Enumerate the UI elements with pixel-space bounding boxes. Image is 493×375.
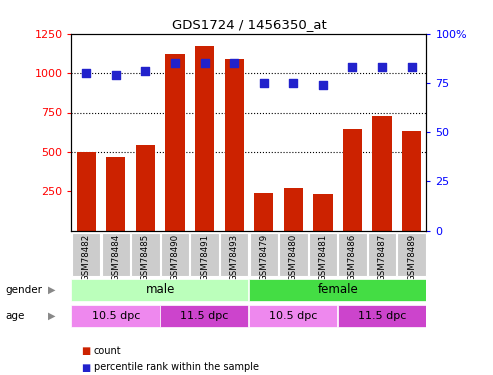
Bar (77, 152, 96, 231)
Text: GSM78490: GSM78490 (171, 234, 179, 281)
Text: 10.5 dpc: 10.5 dpc (269, 311, 317, 321)
Text: GSM78486: GSM78486 (348, 234, 357, 282)
Bar (368, 232, 396, 276)
Bar (249, 279, 426, 301)
Point (260, 80, 268, 86)
Point (141, 68, 149, 74)
Bar (131, 232, 160, 276)
Bar (71, 305, 160, 327)
Point (112, 72, 120, 78)
Point (201, 60, 209, 66)
Bar (220, 232, 248, 276)
Bar (309, 232, 337, 276)
Text: GSM78480: GSM78480 (289, 234, 298, 282)
Bar (165, 54, 184, 231)
Bar (106, 157, 125, 231)
Title: GDS1724 / 1456350_at: GDS1724 / 1456350_at (172, 18, 326, 31)
Bar (338, 232, 367, 276)
Text: male: male (145, 283, 175, 296)
Text: 10.5 dpc: 10.5 dpc (92, 311, 140, 321)
Point (171, 60, 179, 66)
Text: count: count (94, 346, 121, 355)
Text: GSM78487: GSM78487 (378, 234, 387, 282)
Bar (343, 129, 362, 231)
Text: gender: gender (5, 285, 42, 295)
Bar (402, 131, 422, 231)
Bar (136, 145, 155, 231)
Bar (338, 305, 426, 327)
Bar (249, 232, 278, 276)
Text: GSM78484: GSM78484 (111, 234, 120, 282)
Text: percentile rank within the sample: percentile rank within the sample (94, 363, 259, 372)
Text: GSM78482: GSM78482 (82, 234, 91, 282)
Bar (161, 232, 189, 276)
Text: ▶: ▶ (48, 311, 56, 321)
Bar (72, 232, 101, 276)
Bar (102, 232, 130, 276)
Bar (279, 232, 308, 276)
Text: ■: ■ (81, 346, 91, 355)
Bar (190, 232, 219, 276)
Bar (160, 305, 248, 327)
Bar (254, 193, 273, 231)
Text: GSM78485: GSM78485 (141, 234, 150, 282)
Point (319, 82, 327, 88)
Text: GSM78481: GSM78481 (318, 234, 327, 282)
Text: age: age (5, 311, 24, 321)
Text: 11.5 dpc: 11.5 dpc (358, 311, 406, 321)
Text: female: female (317, 283, 358, 296)
Bar (249, 305, 337, 327)
Point (82, 70, 90, 76)
Bar (397, 232, 426, 276)
Text: 11.5 dpc: 11.5 dpc (180, 311, 229, 321)
Point (349, 64, 356, 70)
Point (408, 64, 416, 70)
Point (378, 64, 386, 70)
Bar (314, 194, 332, 231)
Text: GSM78489: GSM78489 (407, 234, 416, 281)
Text: GSM78479: GSM78479 (259, 234, 268, 281)
Point (230, 60, 238, 66)
Bar (224, 59, 244, 231)
Point (289, 80, 297, 86)
Text: ■: ■ (81, 363, 91, 372)
Text: GSM78491: GSM78491 (200, 234, 209, 281)
Bar (284, 188, 303, 231)
Bar (373, 116, 392, 231)
Text: GSM78493: GSM78493 (230, 234, 239, 281)
Bar (71, 279, 248, 301)
Bar (195, 46, 214, 231)
Text: ▶: ▶ (48, 285, 56, 295)
